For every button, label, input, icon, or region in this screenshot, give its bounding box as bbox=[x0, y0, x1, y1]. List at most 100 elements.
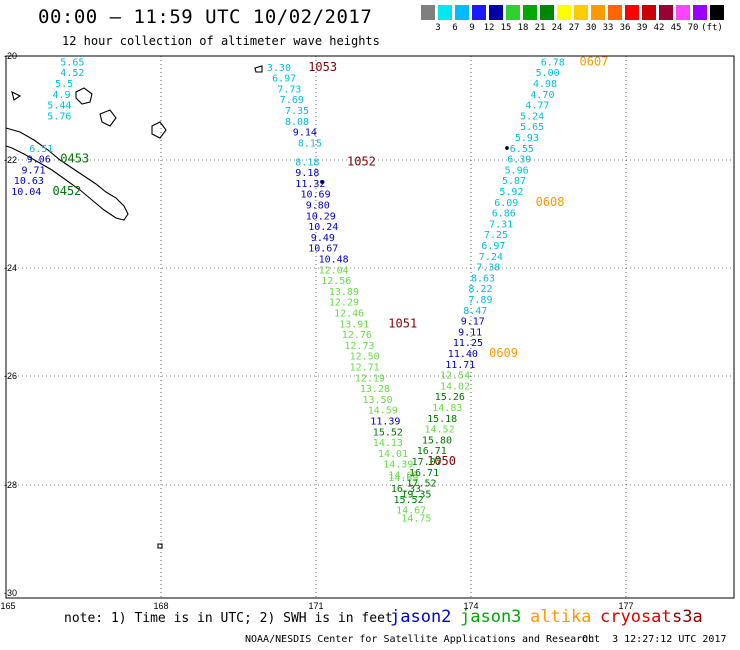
wave-height-label: 6.39 bbox=[507, 155, 531, 166]
wave-height-label: 13.91 bbox=[339, 319, 369, 330]
lon-label: 177 bbox=[618, 601, 633, 611]
wave-height-label: 7.25 bbox=[484, 230, 508, 241]
wave-height-label: 8.15 bbox=[298, 138, 322, 149]
scale-swatch bbox=[489, 5, 503, 20]
wave-height-label: 6.51 bbox=[29, 144, 53, 155]
small-island-dot-2 bbox=[505, 146, 509, 150]
scale-label: 3 bbox=[435, 23, 441, 33]
wave-height-label: 10.67 bbox=[308, 244, 338, 255]
wave-height-label: 11.39 bbox=[370, 417, 400, 428]
satellite-legend-item: s3a bbox=[672, 607, 703, 627]
wave-height-label: 7.31 bbox=[489, 219, 513, 230]
wave-height-label: 16.71 bbox=[409, 468, 439, 479]
lon-label: 168 bbox=[153, 601, 168, 611]
scale-swatch bbox=[676, 5, 690, 20]
scale-label: 24 bbox=[551, 23, 563, 33]
pass-time-label: 0609 bbox=[489, 346, 518, 360]
grid-lines bbox=[6, 56, 734, 598]
wave-height-label: 12.46 bbox=[334, 309, 364, 320]
wave-height-label: 13.28 bbox=[360, 384, 390, 395]
wave-height-label: 7.69 bbox=[280, 95, 304, 106]
scale-swatch bbox=[540, 5, 554, 20]
satellite-legend-item: cryosat bbox=[600, 607, 672, 627]
wave-height-label: 8.18 bbox=[295, 157, 319, 168]
wave-height-label: 17.52 bbox=[406, 479, 436, 490]
wave-height-label: 12.73 bbox=[344, 341, 374, 352]
scale-swatch bbox=[625, 5, 639, 20]
wave-height-label: 8.63 bbox=[471, 273, 495, 284]
wave-height-label: 14.02 bbox=[440, 381, 470, 392]
scale-label: 70 bbox=[687, 23, 699, 33]
credit-date: Oct 3 12:27:12 UTC 2017 bbox=[582, 634, 727, 645]
wave-height-label: 4.9 bbox=[53, 90, 71, 101]
satellite-legend-item: altika bbox=[530, 607, 592, 627]
wave-height-label: 13.50 bbox=[363, 395, 393, 406]
wave-height-label: 12.29 bbox=[329, 298, 359, 309]
wave-height-label: 7.24 bbox=[479, 252, 503, 263]
lat-label: -22 bbox=[4, 155, 17, 165]
wave-height-label: 6.55 bbox=[510, 144, 534, 155]
new-caledonia-coastline bbox=[5, 127, 129, 221]
wave-height-label: 3.30 bbox=[267, 63, 291, 74]
pass-time-label: 0608 bbox=[536, 195, 565, 209]
wave-height-label: 9.49 bbox=[311, 233, 335, 244]
wave-height-label: 7.73 bbox=[277, 84, 301, 95]
map-frame bbox=[5, 55, 735, 599]
track-labels: 5.654.525.54.95.445.766.519.069.7110.631… bbox=[11, 54, 608, 524]
wave-height-label: 14.01 bbox=[378, 449, 408, 460]
wave-height-label: 5.5 bbox=[55, 79, 73, 90]
wave-height-label: 6.86 bbox=[492, 209, 516, 220]
wave-height-label: 6.97 bbox=[481, 241, 505, 252]
wave-height-label: 14.69 bbox=[388, 473, 418, 484]
wave-height-label: 4.77 bbox=[525, 101, 549, 112]
lon-label: 171 bbox=[308, 601, 323, 611]
wave-height-label: 12.71 bbox=[350, 363, 380, 374]
wave-height-label: 5.65 bbox=[520, 122, 544, 133]
wave-height-label: 12.54 bbox=[440, 371, 470, 382]
lat-label: -30 bbox=[4, 588, 17, 598]
scale-unit: (ft) bbox=[701, 23, 723, 33]
wave-height-label: 14.13 bbox=[373, 438, 403, 449]
wave-height-label: 12.76 bbox=[342, 330, 372, 341]
scale-swatch bbox=[710, 5, 724, 20]
lat-label: -20 bbox=[4, 51, 17, 61]
scale-swatch bbox=[472, 5, 486, 20]
wave-height-label: 12.56 bbox=[321, 276, 351, 287]
wave-height-label: 14.75 bbox=[401, 514, 431, 525]
scale-label: 21 bbox=[534, 23, 546, 33]
satellite-legend-item: jason3 bbox=[460, 607, 522, 627]
wave-height-label: 5.87 bbox=[502, 176, 526, 187]
small-island-1 bbox=[11, 90, 22, 101]
wave-height-label: 9.18 bbox=[295, 168, 319, 179]
scale-label: 45 bbox=[670, 23, 682, 33]
pass-time-label: 1053 bbox=[308, 60, 337, 74]
wave-height-label: 7.35 bbox=[285, 106, 309, 117]
wave-height-label: 17.07 bbox=[412, 457, 442, 468]
wave-height-label: 10.24 bbox=[308, 222, 338, 233]
wave-height-label: 5.93 bbox=[515, 133, 539, 144]
scale-swatch bbox=[421, 5, 435, 20]
lat-label: -28 bbox=[4, 480, 17, 490]
wave-height-label: 10.48 bbox=[319, 255, 349, 266]
loyalty-island-3 bbox=[151, 121, 167, 139]
wave-height-label: 14.39 bbox=[383, 460, 413, 471]
wave-height-label: 13.89 bbox=[329, 287, 359, 298]
wave-height-label: 11.25 bbox=[453, 338, 483, 349]
pass-time-label: 1050 bbox=[427, 454, 456, 468]
small-island-3 bbox=[157, 543, 163, 549]
scale-label: 18 bbox=[517, 23, 529, 33]
wave-height-label: 10.29 bbox=[306, 211, 336, 222]
wave-height-label: 10.04 bbox=[11, 187, 41, 198]
pass-time-label: 0453 bbox=[60, 152, 89, 166]
lon-label: 174 bbox=[463, 601, 478, 611]
wave-height-label: 5.96 bbox=[505, 165, 529, 176]
scale-swatch bbox=[642, 5, 656, 20]
wave-height-label: 11.71 bbox=[445, 360, 475, 371]
wave-height-label: 6.09 bbox=[494, 198, 518, 209]
scale-swatch bbox=[506, 5, 520, 20]
scale-label: 42 bbox=[653, 23, 665, 33]
wave-height-label: 12.50 bbox=[350, 352, 380, 363]
wave-height-label: 8.22 bbox=[468, 284, 492, 295]
loyalty-island-2 bbox=[99, 109, 117, 127]
wave-height-label: 14.83 bbox=[432, 403, 462, 414]
